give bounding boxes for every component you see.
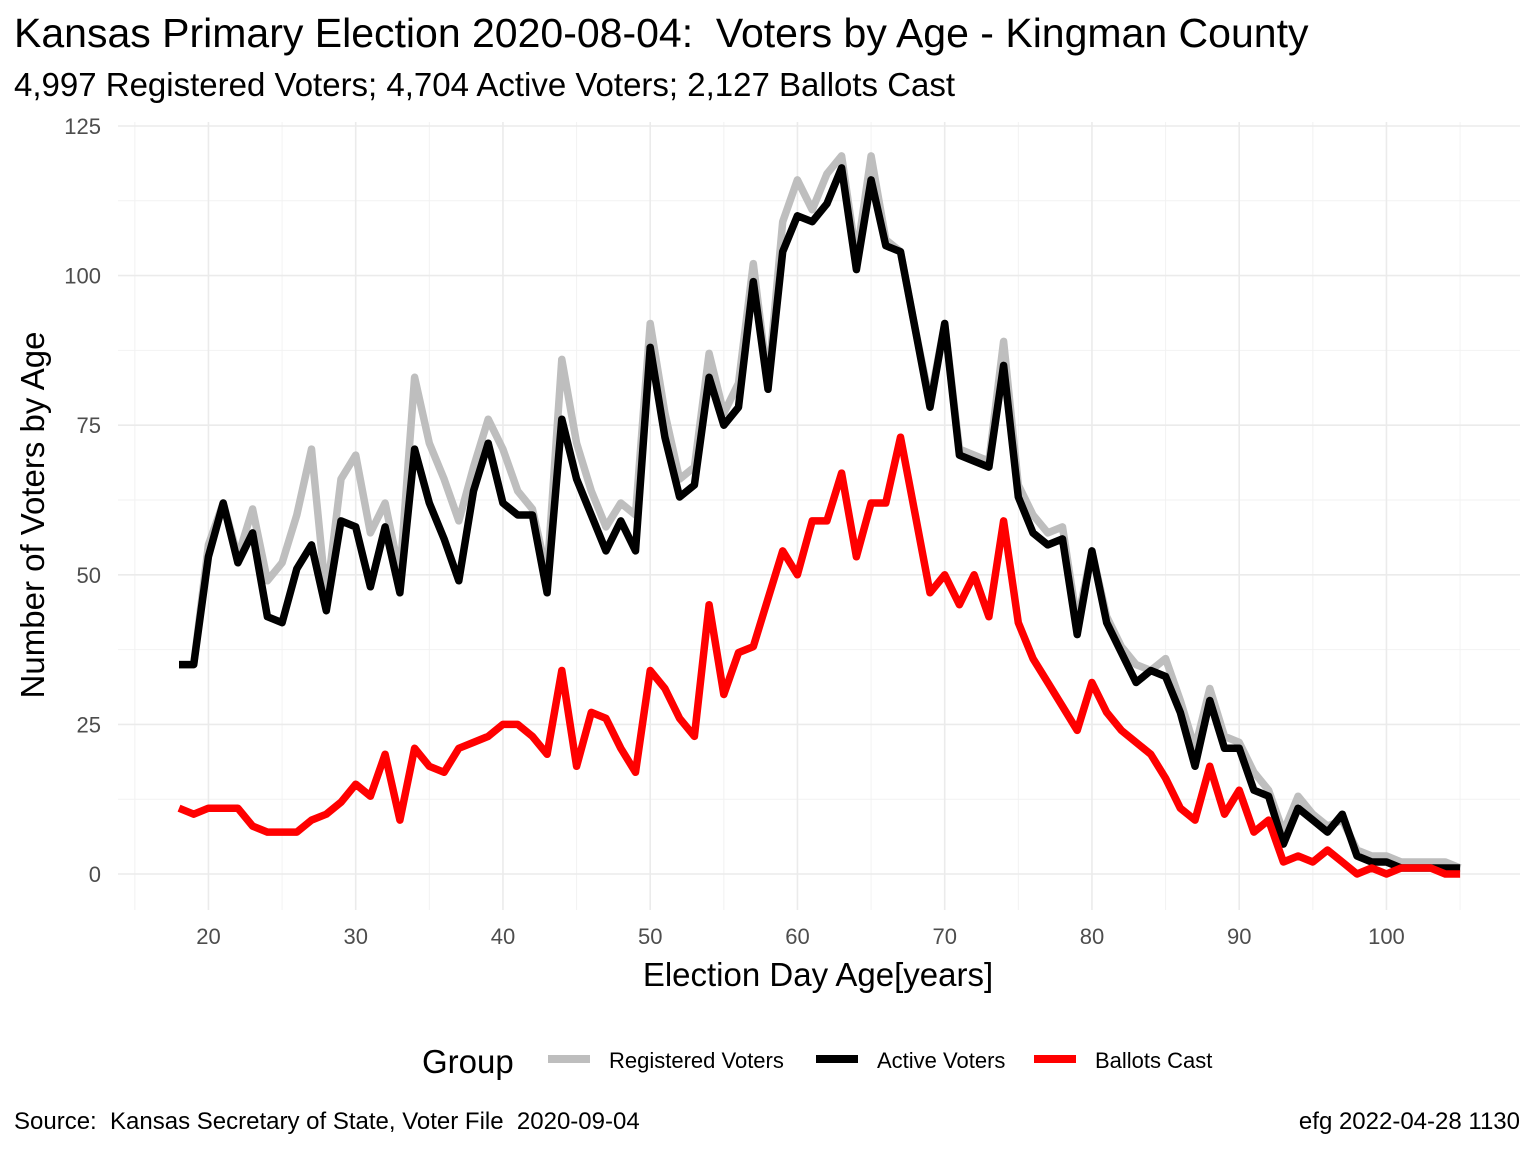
y-tick-label: 100 (64, 264, 101, 289)
minor-gridlines (118, 122, 1520, 910)
x-tick-label: 20 (196, 924, 220, 949)
x-tick-label: 30 (343, 924, 367, 949)
x-tick-label: 40 (491, 924, 515, 949)
x-axis-tick-labels: 20 30 40 50 60 70 80 90 100 (196, 924, 1405, 949)
series-line-registered-voters (179, 152, 1462, 872)
x-tick-label: 70 (932, 924, 956, 949)
legend-label: Registered Voters (609, 1048, 784, 1073)
y-tick-label: 75 (77, 413, 101, 438)
x-tick-label: 50 (638, 924, 662, 949)
major-gridlines (118, 122, 1520, 910)
author-caption: efg 2022-04-28 1130 (1298, 1108, 1520, 1135)
source-caption: Source: Kansas Secretary of State, Voter… (14, 1108, 640, 1135)
legend-label: Active Voters (877, 1048, 1005, 1073)
legend: Group Registered Voters Active Voters Ball… (422, 1043, 1212, 1080)
chart-subtitle: 4,997 Registered Voters; 4,704 Active Vo… (14, 66, 956, 103)
x-tick-label: 90 (1227, 924, 1251, 949)
x-tick-label: 80 (1080, 924, 1104, 949)
chart-title: Kansas Primary Election 2020-08-04: Vote… (14, 10, 1309, 56)
x-axis-title: Election Day Age[years] (643, 956, 993, 993)
series-line-active-voters (179, 164, 1461, 872)
y-tick-label: 0 (89, 862, 101, 887)
series-line-ballots-cast (177, 433, 1461, 878)
y-tick-label: 50 (77, 563, 101, 588)
legend-title: Group (422, 1043, 514, 1080)
series-lines (177, 152, 1462, 878)
y-axis-tick-labels: 0 25 50 75 100 125 (64, 114, 101, 887)
y-axis-title: Number of Voters by Age (14, 332, 51, 699)
y-tick-label: 125 (64, 114, 101, 139)
x-tick-label: 60 (785, 924, 809, 949)
y-tick-label: 25 (77, 712, 101, 737)
legend-label: Ballots Cast (1095, 1048, 1212, 1073)
x-tick-label: 100 (1368, 924, 1405, 949)
